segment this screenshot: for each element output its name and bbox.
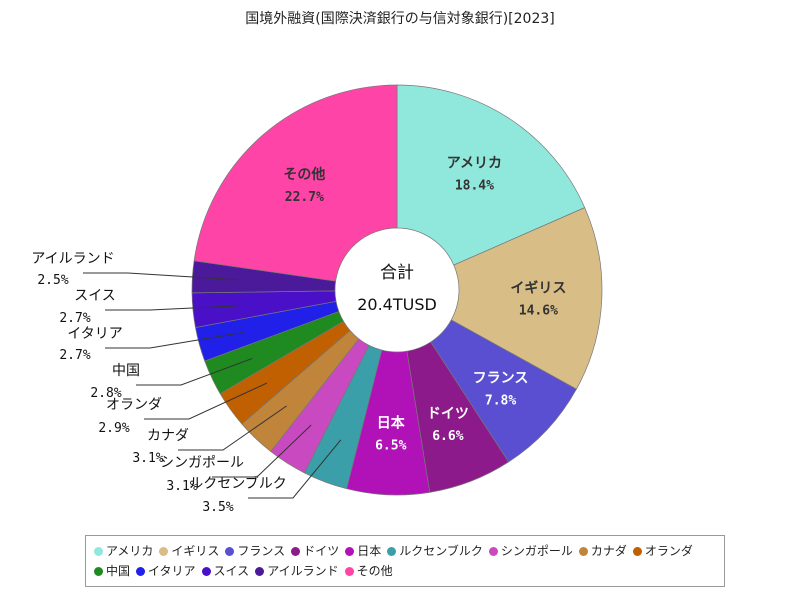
- pie-slice: [396, 84, 586, 266]
- legend-item: ルクセンブルク: [387, 541, 483, 561]
- legend-label: イタリア: [148, 564, 196, 578]
- center-value: 20.4TUSD: [357, 295, 437, 314]
- legend-label: アメリカ: [106, 544, 154, 558]
- legend-item: ドイツ: [291, 541, 339, 561]
- slice-name-label: カナダ: [147, 428, 189, 444]
- legend-item: フランス: [225, 541, 285, 561]
- legend-swatch: [291, 547, 301, 556]
- leader-line: [248, 439, 342, 499]
- leader-line: [144, 382, 268, 420]
- pie-slice: [193, 84, 398, 282]
- slice-name-label: シンガポール: [160, 455, 244, 471]
- slice-name-label: スイス: [74, 288, 116, 304]
- chart-title: 国境外融資(国際決済銀行の与信対象銀行)[2023]: [245, 11, 555, 27]
- legend-item: その他: [344, 561, 393, 581]
- legend-swatch: [94, 567, 103, 576]
- slice-name-label: アイルランド: [31, 251, 114, 267]
- slice-value-label: 14.6%: [519, 303, 558, 318]
- slice-value-label: 3.1%: [166, 479, 197, 494]
- legend-label: スイス: [213, 564, 250, 578]
- legend-swatch: [136, 567, 146, 576]
- legend-item: アイルランド: [255, 561, 339, 581]
- slice-value-label: 2.5%: [37, 273, 68, 288]
- leader-line: [83, 272, 238, 281]
- legend-swatch: [225, 547, 235, 556]
- legend-label: 日本: [357, 544, 382, 558]
- legend-swatch: [159, 547, 169, 556]
- legend-label: 中国: [106, 564, 131, 578]
- legend-item: スイス: [201, 561, 250, 581]
- legend-swatch: [578, 547, 588, 556]
- legend-swatch: [488, 547, 498, 556]
- slice-value-label: 6.5%: [375, 438, 406, 453]
- slice-value-label: 18.4%: [455, 179, 494, 194]
- legend-label: ドイツ: [303, 544, 340, 558]
- legend-item: カナダ: [578, 541, 627, 561]
- legend-swatch: [201, 567, 211, 576]
- legend-label: その他: [356, 564, 393, 578]
- legend-swatch: [632, 547, 642, 556]
- legend-label: ルクセンブルク: [399, 544, 483, 558]
- slice-value-label: 3.5%: [202, 500, 233, 515]
- leader-line: [212, 424, 312, 478]
- slice-name-label: アメリカ: [447, 156, 502, 172]
- slice-name-label: フランス: [473, 370, 529, 386]
- legend-swatch: [387, 547, 397, 556]
- legend-item: イタリア: [136, 561, 196, 581]
- slice-value-label: 2.7%: [59, 348, 90, 363]
- legend-swatch: [345, 547, 355, 556]
- leader-line: [105, 305, 238, 311]
- pie-slice: [450, 207, 603, 390]
- leader-line: [178, 405, 287, 451]
- slice-name-label: 日本: [377, 414, 406, 431]
- legend-label: アイルランド: [267, 564, 339, 578]
- legend-label: シンガポール: [500, 544, 573, 558]
- slice-value-label: 6.6%: [432, 429, 463, 444]
- legend-label: オランダ: [644, 544, 693, 558]
- center-label: 合計: [380, 263, 414, 283]
- slice-value-label: 2.7%: [59, 311, 90, 326]
- slice-name-label: オランダ: [106, 397, 162, 413]
- leader-line: [105, 332, 243, 349]
- slice-name-label: イタリア: [67, 326, 122, 342]
- leader-line: [136, 357, 253, 386]
- legend-item: アメリカ: [94, 541, 153, 561]
- slice-name-label: ルクセンブルク: [189, 475, 287, 492]
- slice-value-label: 2.8%: [90, 386, 121, 401]
- legend-item: イギリス: [159, 541, 219, 561]
- legend-swatch: [255, 567, 265, 576]
- legend-label: フランス: [237, 544, 286, 558]
- legend-swatch: [94, 547, 103, 556]
- slice-value-label: 2.9%: [98, 421, 129, 436]
- legend-item: 日本: [345, 541, 381, 561]
- legend: アメリカ イギリス フランス ドイツ 日本 ルクセンブルク シンガポール カナダ オランダ中国 イ…: [85, 535, 725, 587]
- legend-label: イギリス: [171, 544, 220, 558]
- slice-name-label: ドイツ: [427, 406, 469, 422]
- legend-label: カナダ: [590, 544, 627, 558]
- legend-item: シンガポール: [488, 541, 573, 561]
- legend-swatch: [344, 567, 354, 576]
- legend-item: 中国: [94, 561, 130, 581]
- slice-value-label: 3.1%: [132, 451, 163, 466]
- slice-name-label: イギリス: [510, 279, 566, 296]
- slice-name-label: その他: [283, 166, 325, 183]
- slice-value-label: 22.7%: [285, 190, 324, 205]
- slice-value-label: 7.8%: [485, 393, 516, 408]
- legend-item: オランダ: [632, 541, 693, 561]
- slice-name-label: 中国: [112, 363, 140, 379]
